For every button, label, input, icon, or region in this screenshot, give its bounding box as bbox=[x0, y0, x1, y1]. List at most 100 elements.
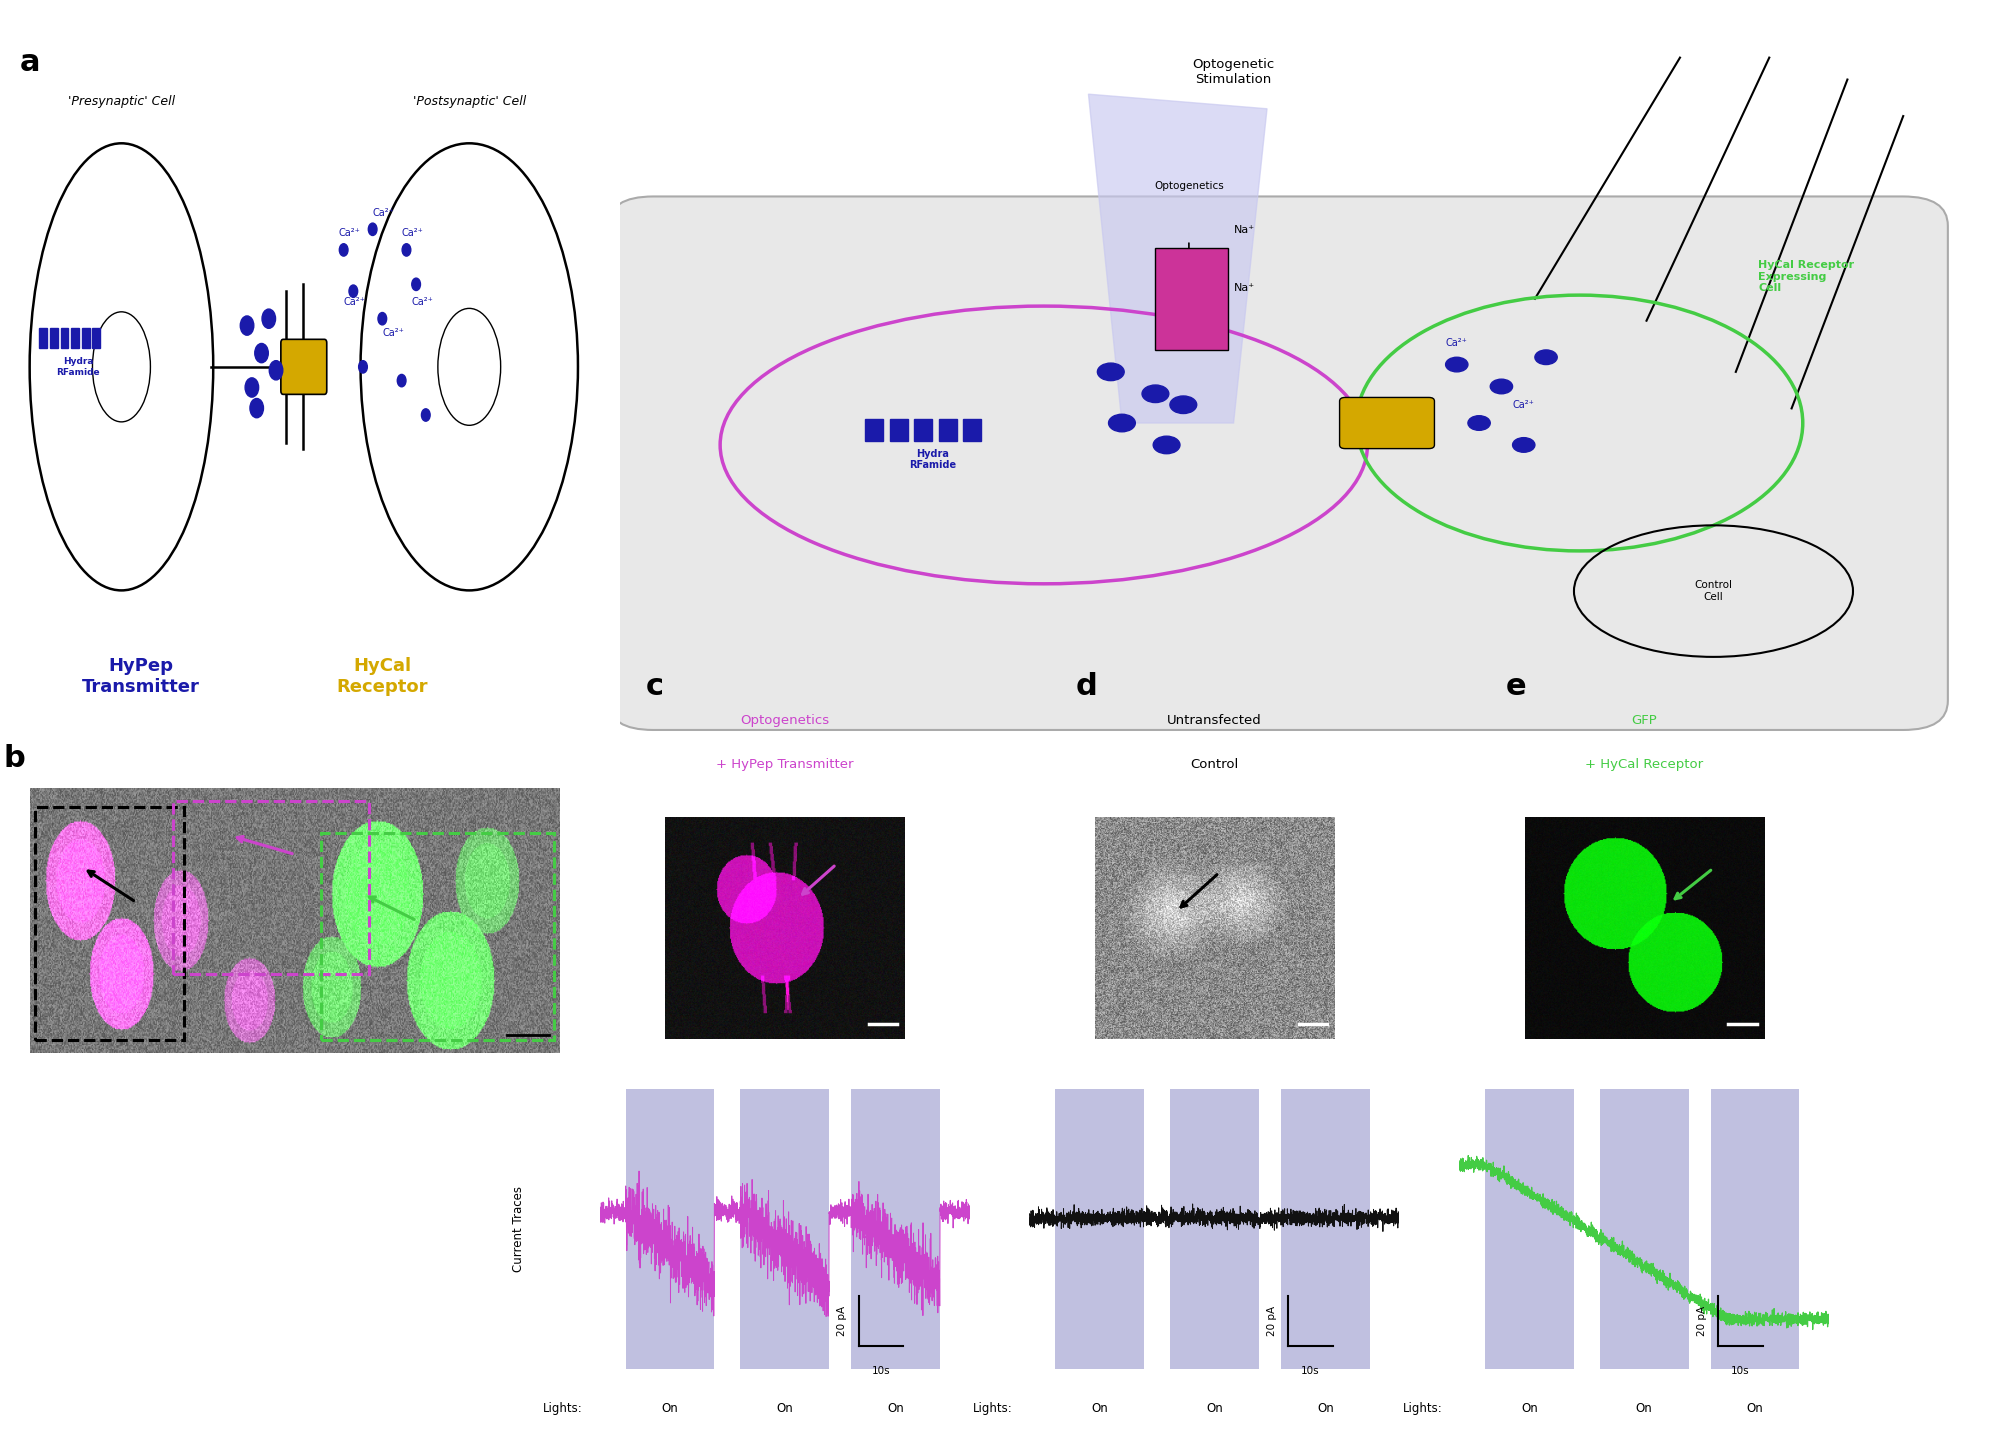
Text: 'Presynaptic' Cell: 'Presynaptic' Cell bbox=[68, 96, 176, 109]
Bar bbox=[322, 833, 553, 1040]
Text: On: On bbox=[1205, 1401, 1223, 1414]
Bar bbox=[939, 420, 957, 441]
Bar bbox=[889, 420, 907, 441]
Text: + HyPep Transmitter: + HyPep Transmitter bbox=[715, 758, 853, 771]
Text: Ca²⁺: Ca²⁺ bbox=[1512, 400, 1534, 410]
Bar bbox=[72, 328, 78, 348]
Text: b: b bbox=[4, 744, 26, 772]
Bar bbox=[913, 420, 931, 441]
Bar bbox=[82, 328, 90, 348]
Text: Current Traces: Current Traces bbox=[511, 1185, 525, 1273]
Text: On: On bbox=[775, 1401, 793, 1414]
Text: GFP: GFP bbox=[1630, 714, 1656, 727]
Text: Lights:: Lights: bbox=[1403, 1401, 1441, 1414]
Circle shape bbox=[250, 398, 264, 418]
Text: 10s: 10s bbox=[1301, 1366, 1319, 1376]
Circle shape bbox=[1491, 380, 1512, 394]
Circle shape bbox=[1153, 436, 1179, 454]
Text: Ca²⁺: Ca²⁺ bbox=[344, 297, 366, 307]
Text: d: d bbox=[1075, 672, 1097, 701]
Circle shape bbox=[1512, 437, 1534, 453]
Text: Ca²⁺: Ca²⁺ bbox=[338, 228, 360, 238]
Text: a: a bbox=[20, 49, 40, 77]
Bar bbox=[50, 328, 58, 348]
FancyBboxPatch shape bbox=[1339, 397, 1435, 449]
Text: 20 pA: 20 pA bbox=[1267, 1305, 1277, 1336]
Bar bbox=[1169, 1089, 1259, 1369]
Text: Lights:: Lights: bbox=[543, 1401, 581, 1414]
Text: Optogenetics: Optogenetics bbox=[1153, 181, 1223, 191]
Text: Ca²⁺: Ca²⁺ bbox=[412, 297, 434, 307]
Text: On: On bbox=[887, 1401, 903, 1414]
Text: Optogenetic
Stimulation: Optogenetic Stimulation bbox=[1193, 57, 1275, 86]
FancyBboxPatch shape bbox=[280, 340, 326, 394]
Text: 10s: 10s bbox=[871, 1366, 889, 1376]
Text: HyCal
Receptor: HyCal Receptor bbox=[336, 656, 428, 696]
Bar bbox=[739, 1089, 829, 1369]
Text: Na⁺: Na⁺ bbox=[1233, 225, 1255, 235]
Text: HyPep
Transmitter: HyPep Transmitter bbox=[82, 656, 200, 696]
Circle shape bbox=[270, 361, 282, 380]
Circle shape bbox=[378, 312, 386, 325]
Text: Hydra
RFamide: Hydra RFamide bbox=[909, 449, 955, 470]
Circle shape bbox=[368, 224, 378, 235]
Circle shape bbox=[340, 244, 348, 257]
Text: Control: Control bbox=[1189, 758, 1239, 771]
Bar bbox=[865, 420, 883, 441]
Bar bbox=[40, 328, 48, 348]
Circle shape bbox=[240, 315, 254, 335]
Circle shape bbox=[262, 310, 276, 328]
Text: 20 pA: 20 pA bbox=[1696, 1305, 1706, 1336]
Text: On: On bbox=[1317, 1401, 1333, 1414]
Bar bbox=[1598, 1089, 1688, 1369]
Circle shape bbox=[402, 244, 412, 257]
Text: Untransfected: Untransfected bbox=[1167, 714, 1261, 727]
Bar bbox=[625, 1089, 713, 1369]
Bar bbox=[1710, 1089, 1798, 1369]
Circle shape bbox=[246, 378, 258, 397]
Bar bbox=[1155, 248, 1227, 350]
Text: On: On bbox=[1746, 1401, 1762, 1414]
Text: Hydra
RFamide: Hydra RFamide bbox=[56, 357, 100, 377]
Bar bbox=[92, 328, 100, 348]
Text: Ca²⁺: Ca²⁺ bbox=[1445, 338, 1467, 348]
Text: Ca²⁺: Ca²⁺ bbox=[372, 208, 394, 218]
Bar bbox=[963, 420, 981, 441]
Bar bbox=[36, 807, 184, 1040]
Text: Control
Cell: Control Cell bbox=[1694, 580, 1732, 602]
Circle shape bbox=[422, 408, 430, 421]
FancyBboxPatch shape bbox=[607, 196, 1946, 729]
Polygon shape bbox=[1089, 95, 1267, 423]
Circle shape bbox=[350, 285, 358, 298]
Bar bbox=[174, 801, 370, 974]
Bar bbox=[1281, 1089, 1369, 1369]
Circle shape bbox=[1141, 385, 1169, 403]
Circle shape bbox=[254, 344, 268, 363]
Text: On: On bbox=[1091, 1401, 1107, 1414]
Text: 20 pA: 20 pA bbox=[837, 1305, 847, 1336]
Circle shape bbox=[358, 361, 368, 373]
Text: Optogenetics: Optogenetics bbox=[739, 714, 829, 727]
Text: Na⁺: Na⁺ bbox=[1233, 284, 1255, 294]
Text: On: On bbox=[661, 1401, 677, 1414]
Text: HyCal Receptor
Expressing
Cell: HyCal Receptor Expressing Cell bbox=[1758, 261, 1854, 294]
Text: 10s: 10s bbox=[1730, 1366, 1748, 1376]
Text: e: e bbox=[1504, 672, 1524, 701]
Circle shape bbox=[398, 374, 406, 387]
Text: c: c bbox=[645, 672, 663, 701]
Text: On: On bbox=[1634, 1401, 1652, 1414]
Text: + HyCal Receptor: + HyCal Receptor bbox=[1584, 758, 1702, 771]
Bar bbox=[1055, 1089, 1143, 1369]
Text: Lights:: Lights: bbox=[973, 1401, 1011, 1414]
Circle shape bbox=[1534, 350, 1556, 364]
Circle shape bbox=[1097, 363, 1123, 381]
Bar bbox=[851, 1089, 939, 1369]
Circle shape bbox=[1445, 357, 1467, 371]
Text: Ca²⁺: Ca²⁺ bbox=[402, 228, 424, 238]
Text: Ca²⁺: Ca²⁺ bbox=[382, 328, 404, 338]
Text: 'Postsynaptic' Cell: 'Postsynaptic' Cell bbox=[412, 96, 525, 109]
Text: On: On bbox=[1520, 1401, 1536, 1414]
Circle shape bbox=[1467, 416, 1491, 430]
Bar bbox=[60, 328, 68, 348]
Bar bbox=[1485, 1089, 1572, 1369]
